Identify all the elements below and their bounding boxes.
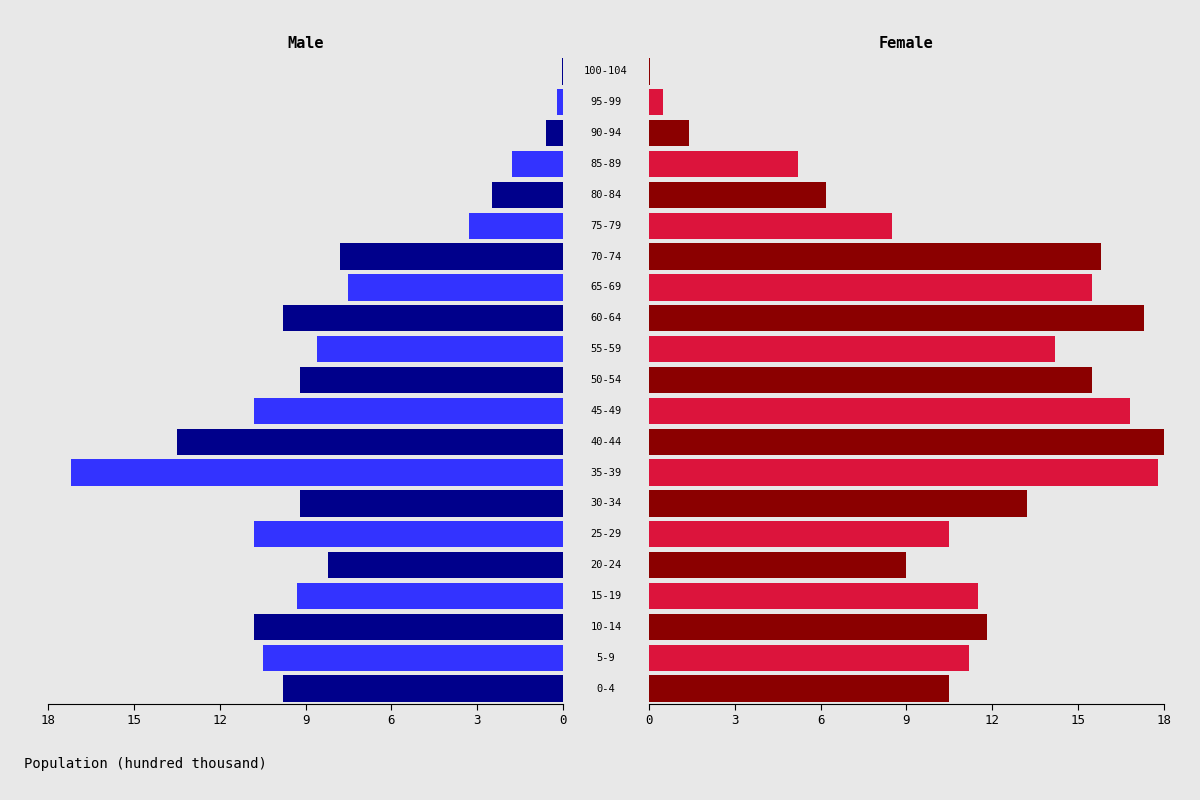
Bar: [649, 490, 1027, 517]
Text: 40-44: 40-44: [590, 437, 622, 446]
Bar: [176, 429, 563, 455]
Bar: [649, 182, 827, 208]
Text: 30-34: 30-34: [590, 498, 622, 509]
Bar: [649, 367, 1092, 393]
Title: Female: Female: [880, 36, 934, 50]
Text: 35-39: 35-39: [590, 467, 622, 478]
Bar: [649, 459, 1158, 486]
Bar: [469, 213, 563, 239]
Bar: [649, 58, 650, 85]
Bar: [71, 459, 563, 486]
Text: 70-74: 70-74: [590, 251, 622, 262]
Bar: [511, 151, 563, 177]
Text: 15-19: 15-19: [590, 591, 622, 601]
Text: 90-94: 90-94: [590, 128, 622, 138]
Text: 60-64: 60-64: [590, 314, 622, 323]
Bar: [263, 645, 563, 671]
Text: 65-69: 65-69: [590, 282, 622, 293]
Bar: [649, 429, 1164, 455]
Text: 55-59: 55-59: [590, 344, 622, 354]
Text: 0-4: 0-4: [596, 683, 616, 694]
Bar: [649, 521, 949, 547]
Bar: [283, 675, 563, 702]
Bar: [317, 336, 563, 362]
Bar: [329, 552, 563, 578]
Bar: [649, 645, 970, 671]
Bar: [649, 336, 1055, 362]
Bar: [649, 583, 978, 609]
Bar: [649, 552, 906, 578]
Bar: [254, 398, 563, 424]
Bar: [562, 58, 563, 85]
Bar: [649, 398, 1129, 424]
Bar: [296, 583, 563, 609]
Bar: [254, 614, 563, 640]
Text: 5-9: 5-9: [596, 653, 616, 662]
Title: Male: Male: [287, 36, 324, 50]
Text: Population (hundred thousand): Population (hundred thousand): [24, 757, 266, 771]
Bar: [557, 89, 563, 115]
Text: 95-99: 95-99: [590, 98, 622, 107]
Bar: [649, 120, 689, 146]
Bar: [649, 274, 1092, 301]
Bar: [254, 521, 563, 547]
Text: 45-49: 45-49: [590, 406, 622, 416]
Bar: [649, 243, 1102, 270]
Bar: [300, 490, 563, 517]
Bar: [649, 213, 892, 239]
Bar: [649, 675, 949, 702]
Text: 25-29: 25-29: [590, 530, 622, 539]
Bar: [492, 182, 563, 208]
Text: 10-14: 10-14: [590, 622, 622, 632]
Bar: [546, 120, 563, 146]
Bar: [649, 89, 664, 115]
Bar: [300, 367, 563, 393]
Bar: [340, 243, 563, 270]
Bar: [649, 305, 1144, 331]
Text: 80-84: 80-84: [590, 190, 622, 200]
Bar: [348, 274, 563, 301]
Bar: [649, 151, 798, 177]
Bar: [649, 614, 986, 640]
Text: 85-89: 85-89: [590, 159, 622, 169]
Text: 50-54: 50-54: [590, 375, 622, 385]
Bar: [283, 305, 563, 331]
Text: 75-79: 75-79: [590, 221, 622, 230]
Text: 100-104: 100-104: [584, 66, 628, 77]
Text: 20-24: 20-24: [590, 560, 622, 570]
